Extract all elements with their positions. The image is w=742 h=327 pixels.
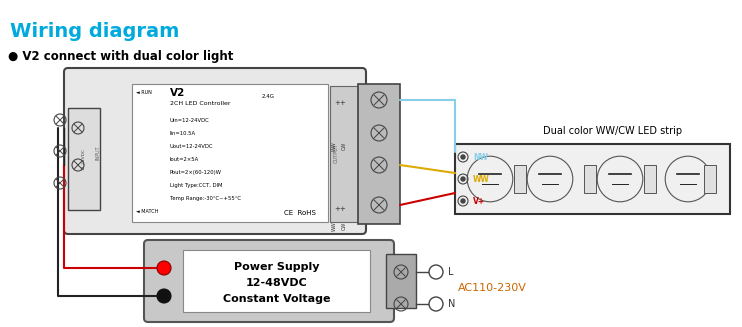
Bar: [703, 165, 716, 193]
Bar: [455, 144, 730, 214]
Text: Light Type:CCT, DIM: Light Type:CCT, DIM: [170, 183, 223, 188]
Bar: [513, 165, 526, 193]
Text: INPUT: INPUT: [96, 146, 100, 160]
Text: 12-48VDC: 12-48VDC: [246, 278, 307, 288]
Text: Uout=12-24VDC: Uout=12-24VDC: [170, 144, 214, 149]
Text: Wiring diagram: Wiring diagram: [10, 22, 180, 41]
Text: 2CH LED Controller: 2CH LED Controller: [170, 101, 231, 106]
Text: V2: V2: [170, 88, 186, 98]
Bar: [644, 165, 656, 193]
Text: CW: CW: [342, 142, 347, 150]
Text: CE  RoHS: CE RoHS: [284, 210, 316, 216]
Text: V+: V+: [473, 197, 485, 205]
Text: Dual color WW/CW LED strip: Dual color WW/CW LED strip: [543, 126, 682, 136]
Text: Iin=10.5A: Iin=10.5A: [170, 131, 196, 136]
Circle shape: [157, 261, 171, 275]
Text: N: N: [448, 299, 456, 309]
Text: ◄ MATCH: ◄ MATCH: [136, 209, 158, 214]
Text: Uin=12-24VDC: Uin=12-24VDC: [170, 118, 210, 123]
Bar: [132, 84, 328, 222]
Text: 2.4G: 2.4G: [262, 94, 275, 99]
Text: 12-24VDC: 12-24VDC: [82, 148, 86, 170]
FancyBboxPatch shape: [144, 240, 394, 322]
Text: Iout=2×5A: Iout=2×5A: [170, 157, 200, 162]
Text: Pout=2×(60-120)W: Pout=2×(60-120)W: [170, 170, 222, 175]
Circle shape: [461, 199, 465, 203]
Text: Power Supply: Power Supply: [234, 262, 319, 272]
Bar: [358, 84, 400, 224]
Bar: [386, 254, 416, 308]
Circle shape: [461, 155, 465, 159]
Text: Temp Range:-30°C~+55°C: Temp Range:-30°C~+55°C: [170, 196, 241, 201]
Text: CW: CW: [342, 222, 347, 230]
Text: WW: WW: [332, 221, 337, 231]
Text: ++: ++: [334, 100, 346, 106]
Text: WW: WW: [473, 175, 490, 183]
Text: NW: NW: [473, 152, 488, 162]
Text: WW: WW: [332, 141, 337, 151]
Bar: [68, 108, 100, 210]
Text: OUTPUT: OUTPUT: [333, 143, 338, 163]
Bar: [183, 250, 370, 312]
Text: ● V2 connect with dual color light: ● V2 connect with dual color light: [8, 50, 234, 63]
Bar: [330, 86, 358, 222]
Text: Constant Voltage: Constant Voltage: [223, 294, 330, 304]
Text: ◄ RUN: ◄ RUN: [136, 90, 152, 95]
Text: AC110-230V: AC110-230V: [458, 283, 527, 293]
Circle shape: [461, 177, 465, 181]
Bar: [584, 165, 597, 193]
Text: ++: ++: [334, 206, 346, 212]
FancyBboxPatch shape: [64, 68, 366, 234]
Text: L: L: [448, 267, 453, 277]
Circle shape: [157, 289, 171, 303]
